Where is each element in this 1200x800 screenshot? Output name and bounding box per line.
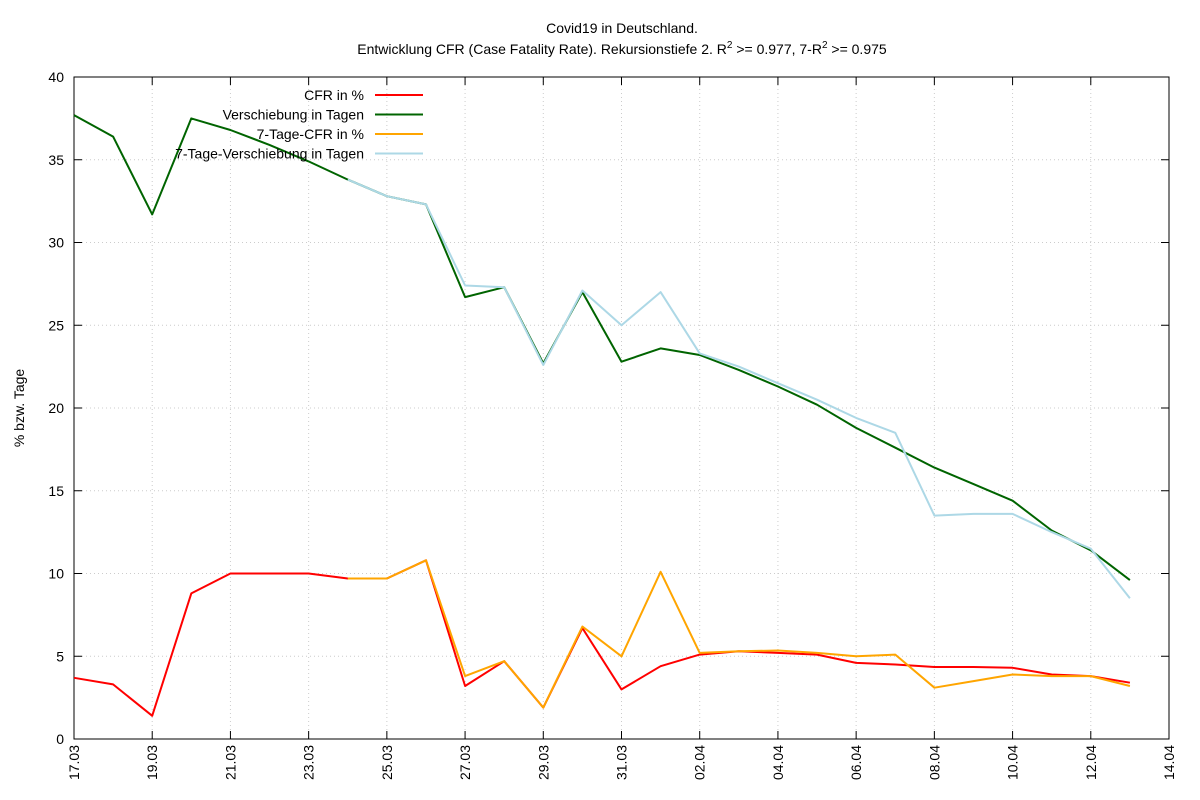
legend-label-4: 7-Tage-Verschiebung in Tagen: [175, 146, 364, 162]
y-tick-label: 0: [56, 731, 64, 747]
series-line-3: [347, 559, 1131, 709]
chart-title-sup1: 2: [727, 40, 733, 51]
x-tick-label: 17.03: [66, 745, 82, 780]
y-tick-label: 25: [48, 317, 64, 333]
chart-title-line2-suffix: >= 0.975: [828, 41, 887, 57]
x-tick-label: 10.04: [1005, 745, 1021, 780]
plot-border: [73, 76, 1170, 740]
x-tick-label: 21.03: [222, 745, 238, 780]
y-tick-label: 30: [48, 235, 64, 251]
chart-title-sup2: 2: [822, 40, 828, 51]
x-tick-label: 25.03: [379, 745, 395, 780]
y-tick-label: 40: [48, 69, 64, 85]
y-tick-label: 10: [48, 566, 64, 582]
chart-title-line2-mid: >= 0.977, 7-R: [732, 41, 822, 57]
x-tick-label: 14.04: [1161, 745, 1177, 780]
chart-title-line1: Covid19 in Deutschland.: [546, 20, 698, 36]
chart-title-line2-prefix: Entwicklung CFR (Case Fatality Rate). Re…: [357, 41, 727, 57]
y-tick-label: 20: [48, 400, 64, 416]
axes: 0 5 10 15 20 25 30 35 40 17.03 19.03 21.03 23.03 25.0…: [48, 69, 1177, 780]
x-tick-label: 04.04: [770, 745, 786, 780]
x-tick-label: 23.03: [301, 745, 317, 780]
x-tick-label: 19.03: [144, 745, 160, 780]
legend: CFR in % Verschiebung in Tagen 7-Tage-CFR …: [175, 87, 423, 162]
x-tick-label: 31.03: [614, 745, 630, 780]
y-tick-label: 15: [48, 483, 64, 499]
legend-label-3: 7-Tage-CFR in %: [257, 126, 364, 142]
series-line-4: [347, 178, 1131, 599]
legend-label-1: CFR in %: [304, 87, 364, 103]
series-line-2: [73, 114, 1131, 581]
x-tick-label: 08.04: [926, 745, 942, 780]
chart-title-line2: Entwicklung CFR (Case Fatality Rate). Re…: [357, 40, 887, 57]
legend-label-2: Verschiebung in Tagen: [223, 107, 364, 123]
x-tick-label: 12.04: [1083, 745, 1099, 780]
y-tick-label: 5: [56, 648, 64, 664]
y-tick-label: 35: [48, 152, 64, 168]
chart-title: Covid19 in Deutschland. Entwicklung CFR …: [357, 20, 887, 57]
series-lines: [73, 114, 1131, 717]
x-tick-label: 27.03: [457, 745, 473, 780]
grid: [74, 77, 1169, 739]
y-axis-label: % bzw. Tage: [11, 369, 27, 448]
x-tick-label: 06.04: [848, 745, 864, 780]
series-line-1: [73, 559, 1131, 717]
x-tick-label: 02.04: [692, 745, 708, 780]
x-tick-label: 29.03: [535, 745, 551, 780]
